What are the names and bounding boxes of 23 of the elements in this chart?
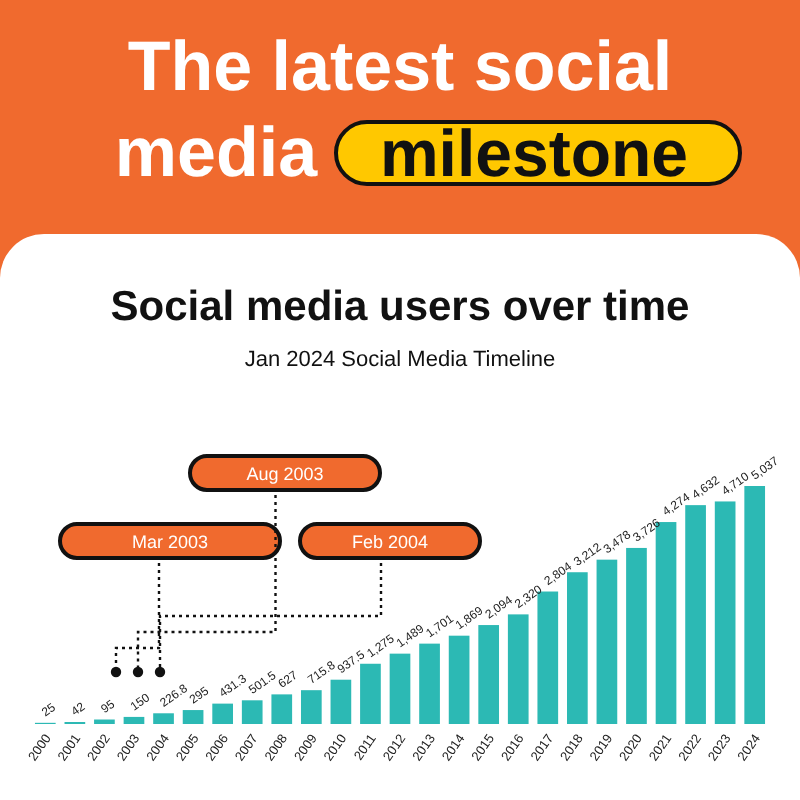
bar: [182, 710, 204, 724]
bar: [212, 703, 233, 724]
annotation: Mar 2003: [131, 532, 209, 552]
chart-title: The latest social media milestone: [114, 28, 689, 192]
bar: [744, 486, 766, 724]
bar: [389, 653, 411, 724]
bar: [271, 694, 293, 724]
bar: [567, 572, 588, 724]
bar: [714, 501, 736, 724]
bar: [330, 679, 352, 724]
bar: [123, 716, 145, 724]
bar: [241, 700, 263, 724]
bar: [478, 625, 500, 724]
bar: [419, 643, 440, 724]
bar: [300, 690, 322, 724]
annotation: Feb 2004: [351, 532, 429, 552]
bar: [360, 663, 381, 724]
text: Jan 2024 Social Media Timeline: [244, 348, 556, 372]
bar: [153, 713, 174, 724]
bar: [448, 635, 470, 724]
bar: [537, 591, 559, 724]
text: Aug 2003: [246, 464, 324, 484]
chart-subtitle: Social media users over time: [110, 284, 690, 330]
